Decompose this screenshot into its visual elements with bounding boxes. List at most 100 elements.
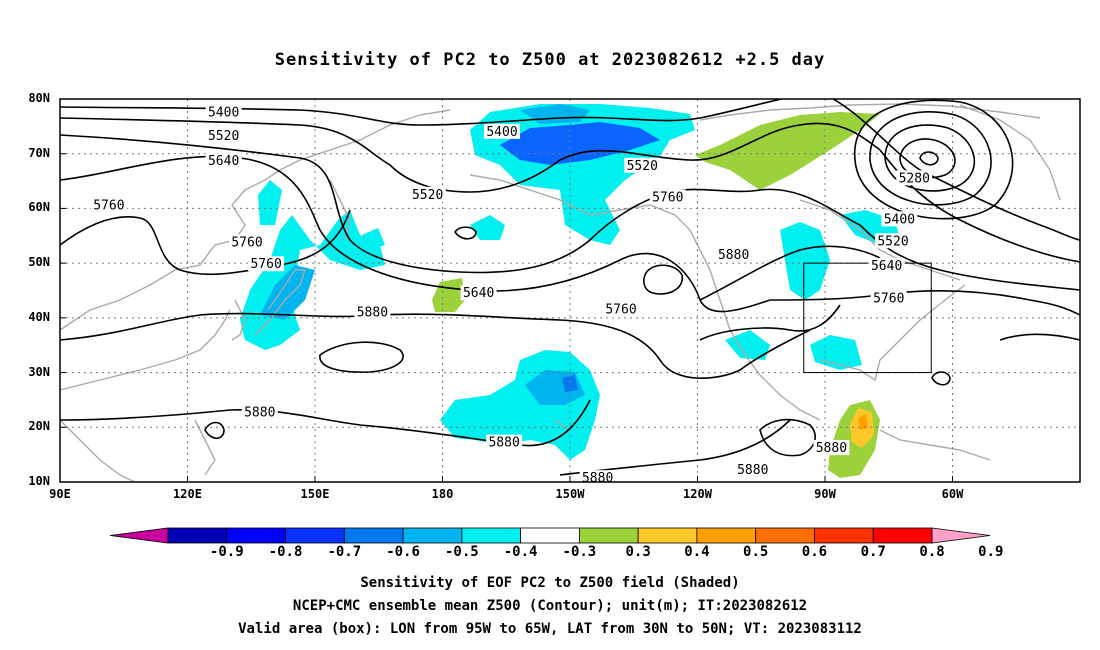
contour-label: 5640 (460, 285, 497, 301)
contour-label: 5760 (229, 234, 265, 250)
colorbar-box (285, 527, 345, 544)
contour-label-text: 5280 (899, 171, 930, 186)
contour-5880-pacific (60, 312, 811, 379)
coast-asia-east (60, 109, 451, 331)
coast-philippines (194, 419, 216, 476)
contour-label-text: 5760 (605, 303, 636, 318)
colorbar-label: 0.8 (919, 544, 945, 560)
lon-label: 120W (683, 487, 712, 501)
contour-label-bg (486, 434, 523, 450)
coast-caribbean (879, 429, 991, 461)
lat-label: 40N (28, 309, 50, 324)
contour-label-text: 5520 (877, 234, 908, 249)
contour-label: 5760 (248, 256, 285, 272)
contour-ne-atlantic (999, 333, 1080, 341)
contour-label: 5520 (409, 186, 446, 203)
colorbar-label: -0.9 (209, 544, 244, 560)
contour-label-bg (409, 186, 446, 202)
lat-label: 30N (28, 364, 50, 379)
contour-label-text: 5880 (488, 436, 519, 451)
contour-low-sw-1 (319, 341, 404, 373)
contour-ridge-na (699, 245, 881, 301)
colorbar (109, 527, 991, 544)
contour-label: 5880 (734, 461, 771, 478)
coast-na-west (709, 269, 821, 421)
contour-label: 5400 (484, 123, 520, 140)
colorbar-tip-low (109, 527, 169, 544)
contour-low-pacific (454, 226, 477, 240)
contour-label-bg (603, 301, 639, 317)
colorbar-label: -0.8 (268, 544, 303, 560)
contour-label-bg (248, 256, 285, 272)
valid-area-box (803, 262, 932, 374)
contour-label-bg (205, 104, 242, 120)
colorbar-label: 0.4 (684, 544, 710, 560)
colorbar-label: -0.6 (386, 544, 420, 560)
contour-label: 5400 (205, 104, 242, 121)
contour-label-text: 5880 (357, 305, 388, 320)
colorbar-box (167, 527, 228, 544)
contour-eastern-pacific (699, 304, 841, 341)
contour-label-text: 5640 (208, 154, 239, 169)
lat-label: 10N (28, 474, 50, 488)
contour-label-text: 5880 (244, 406, 275, 421)
contour-label-text: 5400 (486, 125, 517, 140)
contour-5640-north (60, 134, 861, 274)
lon-label: 120E (173, 487, 202, 501)
contour-label-bg (460, 285, 497, 301)
contour-low-ring-3 (869, 111, 992, 206)
contour-label-bg (484, 123, 520, 139)
lon-label: 150W (555, 487, 585, 501)
contour-low-ring-4 (854, 99, 1014, 220)
shading-blue-central-pacific (562, 375, 578, 392)
contour-label-bg (734, 461, 771, 477)
colorbar-label: 0.3 (625, 544, 651, 560)
contour-low-ring-2 (884, 124, 976, 192)
shading-cyan-patch-b (470, 215, 505, 240)
coast-alaska (469, 174, 711, 271)
colorbar-label: 0.9 (978, 544, 1004, 560)
contour-label: 5520 (205, 128, 242, 144)
coast-hudson (799, 199, 961, 281)
contour-label: 5760 (603, 301, 639, 318)
axis-ticks (59, 98, 953, 483)
contour-label-bg (649, 189, 686, 205)
colorbar-box (520, 527, 580, 544)
coast-greenland (959, 104, 1061, 201)
lat-label: 80N (28, 91, 50, 105)
coast-gulf (819, 284, 966, 382)
contour-trough-na-1 (831, 99, 1080, 241)
colorbar-label: -0.3 (562, 544, 597, 560)
contour-label: 5880 (486, 434, 523, 451)
coast-kamchatka (329, 179, 351, 241)
colorbar-box (402, 527, 463, 544)
colorbar-tip-high (931, 527, 991, 544)
contour-label: 5520 (875, 233, 911, 249)
contour-label-bg (896, 170, 933, 186)
contour-5760-asia (60, 155, 771, 313)
lon-label: 150E (300, 487, 330, 501)
footer-line-3: Valid area (box): LON from 95W to 65W, L… (238, 621, 862, 637)
colorbar-label: -0.5 (444, 544, 479, 560)
coast-japan (254, 269, 306, 336)
contour-label-bg (205, 152, 242, 168)
colorbar-box (343, 527, 404, 544)
coast-china (60, 309, 231, 391)
contour-label-text: 5400 (208, 106, 239, 121)
contour-label-text: 5880 (737, 463, 768, 478)
colorbar-box (226, 527, 286, 544)
contour-label-bg (229, 234, 265, 250)
contour-label-text: 5880 (582, 471, 613, 486)
contour-label-text: 5880 (816, 441, 847, 456)
map-title: Sensitivity of PC2 to Z500 at 2023082612… (274, 50, 826, 70)
shading-cyan-patch-c (362, 228, 385, 250)
contour-label-text: 5880 (718, 248, 749, 263)
contour-label: 5520 (624, 157, 661, 174)
shading-orange-caribbean (858, 414, 868, 430)
colorbar-label: 0.6 (801, 544, 828, 560)
contour-label-bg (715, 246, 752, 262)
lat-label: 20N (28, 419, 50, 434)
contour-label-bg (881, 211, 918, 227)
contour-label-text: 5760 (873, 292, 904, 307)
